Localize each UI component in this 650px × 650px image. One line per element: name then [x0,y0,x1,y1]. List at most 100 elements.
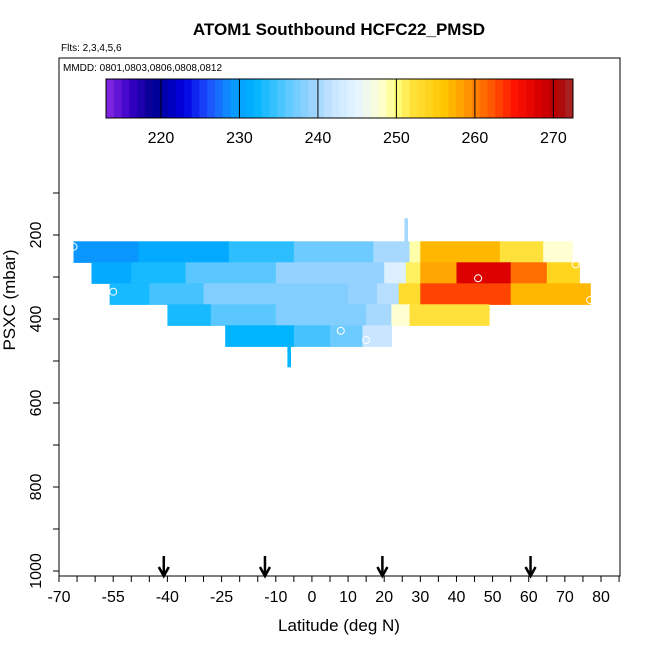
colorbar-cell [386,79,395,118]
heatmap-cell [543,241,573,263]
heatmap-cell [546,262,580,284]
colorbar-cell [565,79,574,118]
x-tick-label: 50 [484,589,502,606]
colorbar-cell [440,79,449,118]
heatmap-cell [366,304,392,326]
colorbar-cell [425,79,434,118]
flight-arrows [157,556,537,579]
x-tick-label: -10 [264,589,287,606]
colorbar-cell [137,79,146,118]
x-tick-label: 70 [556,589,574,606]
colorbar-cell [323,79,333,118]
down-arrow-icon [376,556,389,579]
colorbar-cell [152,79,161,118]
x-tick-label: 10 [339,589,357,606]
colorbar-cell [471,79,481,118]
colorbar-cell [207,79,216,118]
heatmap-cell [185,262,277,284]
arrow-head [524,566,537,579]
colorbar-cell [456,79,465,118]
heatmap-cell [384,262,407,284]
flight-marker [69,242,78,251]
colorbar-cell [518,79,527,118]
heatmap-cell [510,283,591,305]
colorbar-cell [253,79,263,118]
heatmap-cell [228,241,295,263]
heatmap-cell [149,283,205,305]
x-tick-label: -25 [210,589,233,606]
colorbar-cell [432,79,442,118]
heatmap-cell [293,325,331,347]
colorbar-cell [106,79,115,118]
colorbar-tick-label: 240 [305,130,332,147]
heatmap-cell [293,241,374,263]
colorbar-cell [144,79,154,118]
heatmap-cell [203,283,349,305]
x-tick-label: 20 [375,589,393,606]
heatmap-cell [225,325,295,347]
heatmap-cells [73,218,591,368]
flight-marker [571,260,580,269]
flight-marker [586,296,595,305]
colorbar-cell [222,79,232,118]
colorbar-cell [331,79,340,118]
colorbar-cell [510,79,520,118]
colorbar-cell [487,79,496,118]
x-axis-label: Latitude (deg N) [278,616,400,635]
heatmap-cell [456,262,512,284]
colorbar-cell [176,79,185,118]
x-tick-label: -70 [47,589,70,606]
heatmap-cell [409,304,490,326]
heatmap-cell [420,262,457,284]
colorbar-cell [448,79,457,118]
colorbar-cell [409,79,418,118]
y-tick-label: 800 [28,474,45,501]
colorbar-cell [557,79,566,118]
x-axis: -70 -55 -40 -25 -10 0 10 20 30 40 50 60 70 80 [47,576,620,606]
colorbar-cell [160,79,169,118]
colorbar-cell [214,79,224,118]
heatmap-cell [405,262,421,284]
colorbar-cell [393,79,403,118]
colorbar-cell [168,79,177,118]
heatmap-cell [377,283,400,305]
arrow-head [258,566,272,579]
colorbar-cell [534,79,543,118]
arrow-head [157,566,170,579]
heatmap-cell [420,283,512,305]
colorbar-cell [300,79,309,118]
colorbar-cell [417,79,426,118]
y-axis-label: PSXC (mbar) [0,249,19,350]
heatmap-cell [499,241,544,263]
colorbar-cell [378,79,387,118]
x-tick-label: -55 [102,589,125,606]
y-axis: 200 400 600 800 1000 [28,192,59,589]
colorbar-tick-label: 250 [383,130,410,147]
colorbar [105,78,574,119]
colorbar-ticks: 220 230 240 250 260 270 [148,79,567,147]
colorbar-cell [199,79,208,118]
colorbar-cell [401,79,411,118]
flight-marker [109,287,118,296]
colorbar-cell [183,79,193,118]
colorbar-cell [339,79,348,118]
heatmap-cell [348,283,378,305]
colorbar-cell [316,79,325,118]
heatmap-cell [210,304,277,326]
flight-marker [336,326,345,335]
colorbar-cell [495,79,504,118]
x-tick-label: 30 [411,589,429,606]
colorbar-tick-label: 220 [148,130,175,147]
colorbar-cell [113,79,123,118]
colorbar-cell [121,79,130,118]
colorbar-cell [362,79,372,118]
colorbar-cell [238,79,247,118]
arrow-head [376,566,389,579]
profile-strip [404,218,408,248]
profile-strip [287,346,291,368]
y-tick-label: 200 [28,222,45,249]
colorbar-cell [292,79,302,118]
heatmap-cell [138,241,230,263]
heatmap-cell [373,241,411,263]
